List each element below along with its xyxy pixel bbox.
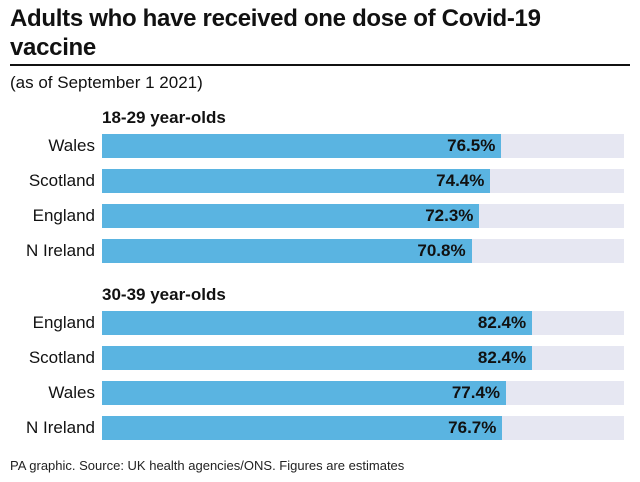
- category-label: Wales: [48, 136, 95, 155]
- bar: 72.3%: [102, 204, 480, 228]
- title-divider: [10, 64, 630, 66]
- bar: 76.5%: [102, 134, 502, 158]
- chart-subtitle: (as of September 1 2021): [10, 73, 203, 92]
- bar-track: 70.8%: [102, 239, 624, 263]
- bar-row: Wales 77.4%: [0, 381, 640, 405]
- category-label: N Ireland: [26, 241, 95, 260]
- bar-row: Scotland 82.4%: [0, 346, 640, 370]
- bar-track: 76.7%: [102, 416, 624, 440]
- bar-track: 77.4%: [102, 381, 624, 405]
- source-note: PA graphic. Source: UK health agencies/O…: [10, 458, 405, 473]
- data-label: 82.4%: [477, 348, 527, 367]
- bar-row: England 72.3%: [0, 204, 640, 228]
- data-label: 76.7%: [448, 418, 497, 437]
- bar-row: Scotland 74.4%: [0, 169, 640, 193]
- data-label: 77.4%: [451, 383, 501, 402]
- category-label: Scotland: [28, 348, 95, 367]
- bar: 82.4%: [102, 346, 533, 370]
- group-title: 30-39 year-olds: [102, 285, 226, 304]
- category-label: England: [32, 206, 95, 225]
- bar-track: 74.4%: [102, 169, 624, 193]
- bar: 70.8%: [102, 239, 472, 263]
- data-label: 76.5%: [447, 136, 496, 155]
- category-label: Wales: [48, 383, 95, 402]
- bar-track: 82.4%: [102, 311, 624, 335]
- category-label: N Ireland: [26, 418, 95, 437]
- data-label: 82.4%: [477, 313, 527, 332]
- bar-track: 82.4%: [102, 346, 624, 370]
- group-title: 18-29 year-olds: [102, 108, 226, 127]
- category-label: England: [32, 313, 95, 332]
- bar-row: N Ireland 76.7%: [0, 416, 640, 440]
- bar: 82.4%: [102, 311, 533, 335]
- bar-track: 72.3%: [102, 204, 624, 228]
- data-label: 70.8%: [417, 241, 466, 260]
- data-label: 72.3%: [425, 206, 474, 225]
- bar-track: 76.5%: [102, 134, 624, 158]
- chart-title: Adults who have received one dose of Cov…: [10, 5, 541, 61]
- bar-row: Wales 76.5%: [0, 134, 640, 158]
- bar: 74.4%: [102, 169, 491, 193]
- category-label: Scotland: [28, 171, 95, 190]
- data-label: 74.4%: [436, 171, 485, 190]
- bar: 77.4%: [102, 381, 507, 405]
- bar: 76.7%: [102, 416, 503, 440]
- bar-row: England 82.4%: [0, 311, 640, 335]
- bar-row: N Ireland 70.8%: [0, 239, 640, 263]
